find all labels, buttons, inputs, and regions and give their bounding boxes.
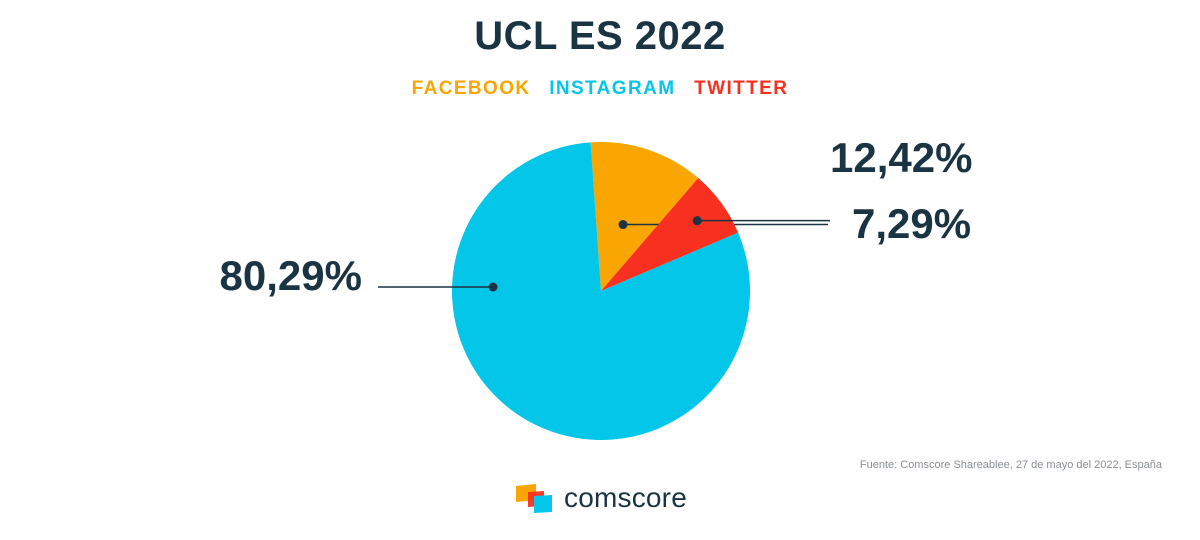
callout-dot-instagram [488, 282, 498, 292]
pie-slice-twitter [601, 178, 739, 291]
brand-name: comscore [564, 482, 687, 513]
pie-slice-facebook [590, 142, 699, 291]
callout-dot-facebook [618, 220, 628, 230]
chart-legend: FACEBOOK INSTAGRAM TWITTER [0, 78, 1200, 100]
data-label-twitter: 7,29% [852, 200, 971, 247]
logo-shape-cyan [534, 495, 552, 513]
source-note: Fuente: Comscore Shareablee, 27 de mayo … [859, 459, 1162, 471]
chart-title: UCL ES 2022 [474, 14, 726, 58]
comscore-logo-icon [516, 484, 552, 513]
legend-item-instagram: INSTAGRAM [549, 78, 676, 99]
data-label-instagram: 80,29% [220, 252, 362, 299]
brand: comscore [514, 480, 687, 516]
callout-dot-twitter [692, 216, 702, 226]
pie-slice-instagram [452, 142, 751, 440]
data-label-facebook: 12,42% [830, 134, 972, 181]
legend-item-twitter: TWITTER [694, 78, 789, 99]
legend-item-facebook: FACEBOOK [411, 78, 531, 99]
